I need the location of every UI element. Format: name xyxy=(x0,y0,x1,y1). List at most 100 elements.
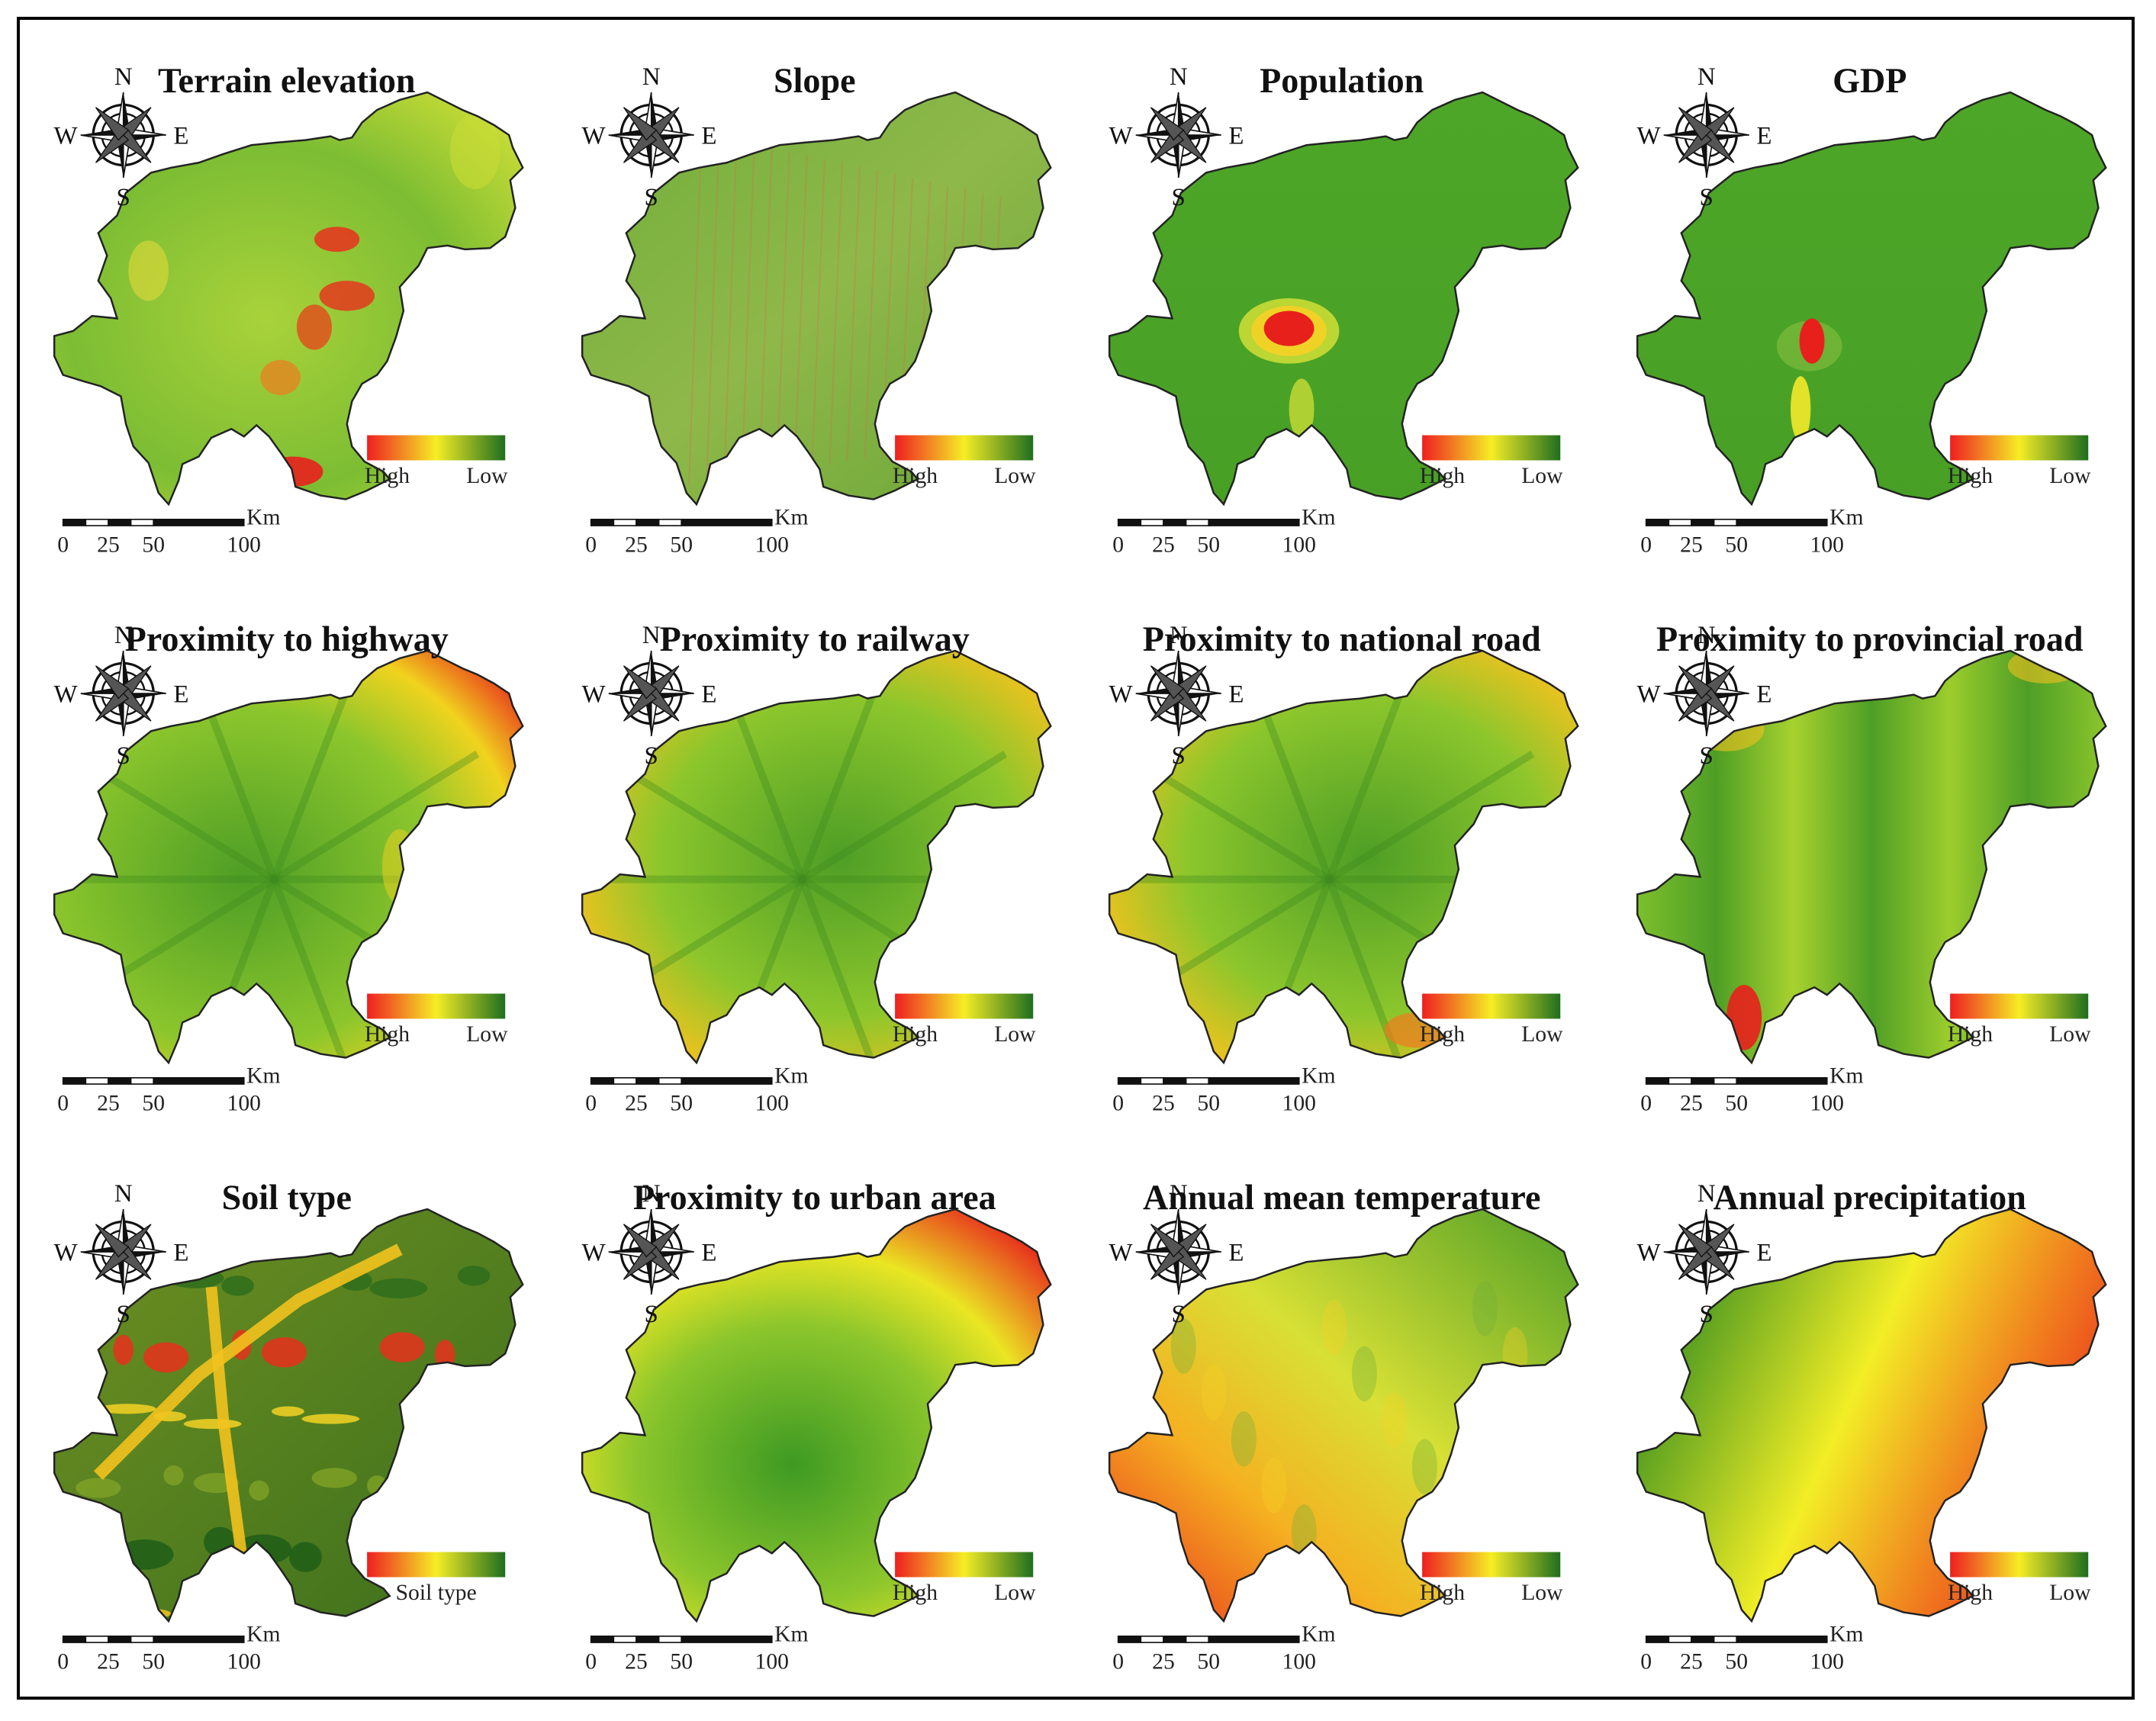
compass-north-label: N xyxy=(1170,1180,1188,1208)
map-panel: Terrain elevation N S E W High Low 0 25 50 100 Km xyxy=(23,23,551,581)
legend-low-label: Low xyxy=(1521,464,1563,488)
compass-west-label: W xyxy=(1109,123,1132,150)
scale-tick-label: 25 xyxy=(1680,1092,1703,1116)
region-boundary xyxy=(53,649,524,1065)
compass-south-label: S xyxy=(1699,742,1713,770)
scale-tick-label: 0 xyxy=(585,1650,597,1674)
legend-low-label: Low xyxy=(2049,1022,2091,1047)
scale-tick-label: 50 xyxy=(1725,1650,1748,1674)
scale-tick-label: 100 xyxy=(227,1650,261,1674)
map-detail xyxy=(1776,318,1842,442)
map-panel: Proximity to highway N S E W High Low 0 25 50 100 K… xyxy=(23,581,551,1140)
region-map xyxy=(1109,92,1578,505)
region-boundary xyxy=(1636,1208,2107,1623)
legend-color-ramp xyxy=(1949,435,2088,461)
region-boundary xyxy=(1108,1208,1579,1623)
legend-high-label: High xyxy=(1420,1022,1465,1047)
map-detail xyxy=(1238,298,1340,439)
region-map xyxy=(54,92,523,505)
map-panel: Soil type N S E W Soil type 0 25 50 100 Km xyxy=(23,1140,551,1698)
panel-title: Annual precipitation xyxy=(1713,1178,2026,1217)
compass-north-label: N xyxy=(1697,63,1715,91)
map-panel: Population N S E W High Low 0 25 50 100 Km xyxy=(1078,23,1606,581)
region-boundary xyxy=(53,91,524,507)
compass-east-label: E xyxy=(701,681,716,709)
compass-north-label: N xyxy=(114,1180,133,1208)
map-panel: Annual precipitation N S E W High Low 0 25 50 100 K… xyxy=(1606,1140,2134,1698)
scale-tick-label: 25 xyxy=(1680,533,1703,558)
region-boundary xyxy=(1108,649,1579,1065)
region-boundary xyxy=(1636,649,2107,1065)
scale-tick-label: 50 xyxy=(1725,533,1748,558)
legend-color-ramp xyxy=(367,993,506,1019)
compass-east-label: E xyxy=(701,123,716,150)
compass-rose-icon: N S E W xyxy=(1636,1180,1771,1328)
compass-south-label: S xyxy=(644,742,658,770)
compass-north-label: N xyxy=(642,622,660,649)
region-map xyxy=(581,651,1051,1063)
compass-south-label: S xyxy=(1699,1301,1713,1328)
compass-east-label: E xyxy=(173,681,188,709)
map-svg: Population N S E W High Low 0 25 50 100 Km xyxy=(1108,61,1579,558)
color-legend: High Low xyxy=(365,993,508,1047)
compass-east-label: E xyxy=(1756,123,1771,150)
region-boundary xyxy=(1108,91,1579,507)
scale-tick-label: 50 xyxy=(670,533,693,558)
legend-low-label: Low xyxy=(466,1022,508,1047)
legend-low-label: Low xyxy=(994,1581,1036,1605)
scale-tick-label: 100 xyxy=(1282,1092,1316,1116)
scale-unit-label: Km xyxy=(246,1622,280,1646)
scale-unit-label: Km xyxy=(1829,1063,1863,1088)
compass-east-label: E xyxy=(1228,1240,1244,1267)
scale-tick-label: 50 xyxy=(1197,533,1220,558)
scale-tick-label: 50 xyxy=(142,1650,165,1674)
legend-color-ramp xyxy=(1949,993,2088,1019)
compass-west-label: W xyxy=(1636,681,1660,709)
compass-rose-icon: N S E W xyxy=(53,63,188,211)
scale-bar: 0 25 50 100 Km xyxy=(57,1063,280,1115)
scale-tick-label: 100 xyxy=(1810,1092,1843,1116)
scale-unit-label: Km xyxy=(774,1622,808,1646)
compass-south-label: S xyxy=(117,742,130,770)
scale-bar: 0 25 50 100 Km xyxy=(585,1063,808,1115)
legend-low-label: Low xyxy=(2049,464,2091,488)
scale-tick-label: 25 xyxy=(625,533,648,558)
region-map xyxy=(1636,1209,2106,1622)
compass-rose-icon: N S E W xyxy=(53,1180,188,1328)
scale-tick-label: 100 xyxy=(755,1650,788,1674)
scale-tick-label: 25 xyxy=(1680,1650,1703,1674)
legend-color-ramp xyxy=(894,1552,1033,1578)
compass-east-label: E xyxy=(173,123,188,150)
color-legend: High Low xyxy=(892,435,1036,488)
legend-color-ramp xyxy=(894,435,1033,461)
scale-bar: 0 25 50 100 Km xyxy=(585,505,808,557)
compass-east-label: E xyxy=(173,1240,188,1267)
region-map xyxy=(1109,651,1578,1063)
legend-high-label: High xyxy=(1420,464,1465,488)
scale-unit-label: Km xyxy=(1302,1063,1335,1088)
compass-south-label: S xyxy=(644,1301,658,1328)
region-boundary xyxy=(581,91,1052,507)
scale-tick-label: 50 xyxy=(1197,1092,1220,1116)
compass-north-label: N xyxy=(114,63,133,91)
color-legend: High Low xyxy=(892,993,1036,1047)
map-svg: Soil type N S E W Soil type 0 25 50 100 Km xyxy=(53,1178,524,1674)
compass-north-label: N xyxy=(1697,622,1715,649)
compass-south-label: S xyxy=(117,1301,130,1328)
scale-unit-label: Km xyxy=(1829,505,1863,529)
scale-bar: 0 25 50 100 Km xyxy=(1112,1063,1335,1115)
scale-tick-label: 0 xyxy=(585,1092,597,1116)
compass-north-label: N xyxy=(1170,622,1188,649)
scale-bar: 0 25 50 100 Km xyxy=(585,1622,808,1674)
map-panel: Proximity to urban area N S E W High Low 0 25 50 1… xyxy=(551,1140,1079,1698)
scale-bar: 0 25 50 100 Km xyxy=(57,505,280,557)
compass-west-label: W xyxy=(1109,681,1132,709)
scale-unit-label: Km xyxy=(1302,505,1335,529)
compass-rose-icon: N S E W xyxy=(53,622,188,770)
map-svg: Terrain elevation N S E W High Low 0 25 50 100 Km xyxy=(53,61,524,558)
compass-west-label: W xyxy=(581,681,605,709)
region-map xyxy=(1109,1209,1578,1622)
compass-east-label: E xyxy=(1228,123,1244,150)
legend-high-label: High xyxy=(892,464,937,488)
